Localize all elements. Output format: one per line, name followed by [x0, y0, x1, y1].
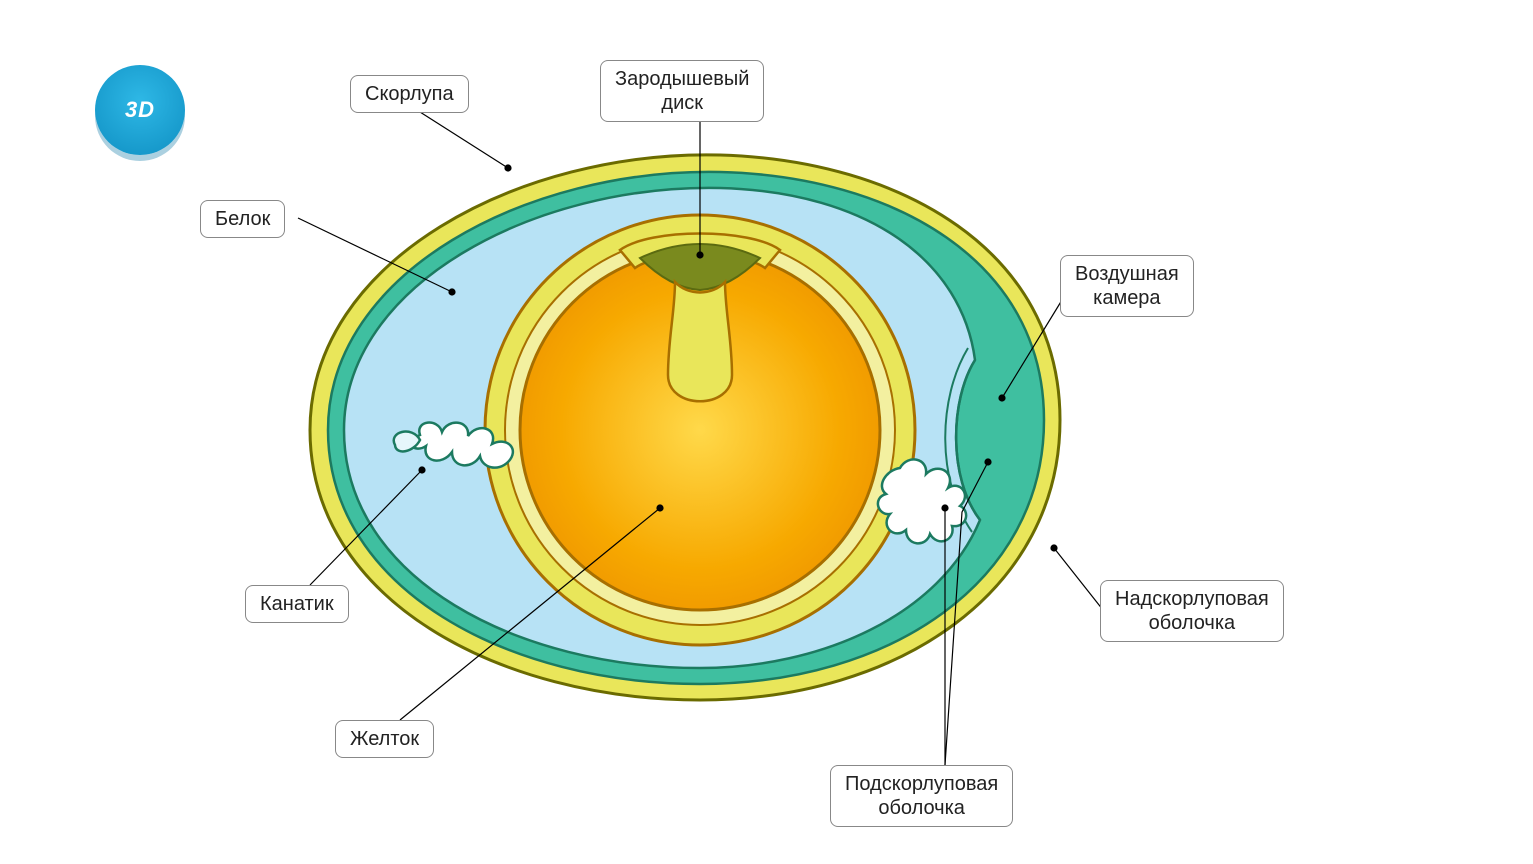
label-cuticle: Надскорлуповаяоболочка — [1100, 580, 1284, 642]
label-germinal-disc: Зародышевыйдиск — [600, 60, 764, 122]
latebra — [668, 282, 732, 401]
label-albumen: Белок — [200, 200, 285, 238]
label-shell: Скорлупа — [350, 75, 469, 113]
label-chalaza: Канатик — [245, 585, 349, 623]
label-air-cell: Воздушнаякамера — [1060, 255, 1194, 317]
label-inner-membrane: Подскорлуповаяоболочка — [830, 765, 1013, 827]
egg-diagram — [0, 0, 1533, 864]
label-yolk: Желток — [335, 720, 434, 758]
